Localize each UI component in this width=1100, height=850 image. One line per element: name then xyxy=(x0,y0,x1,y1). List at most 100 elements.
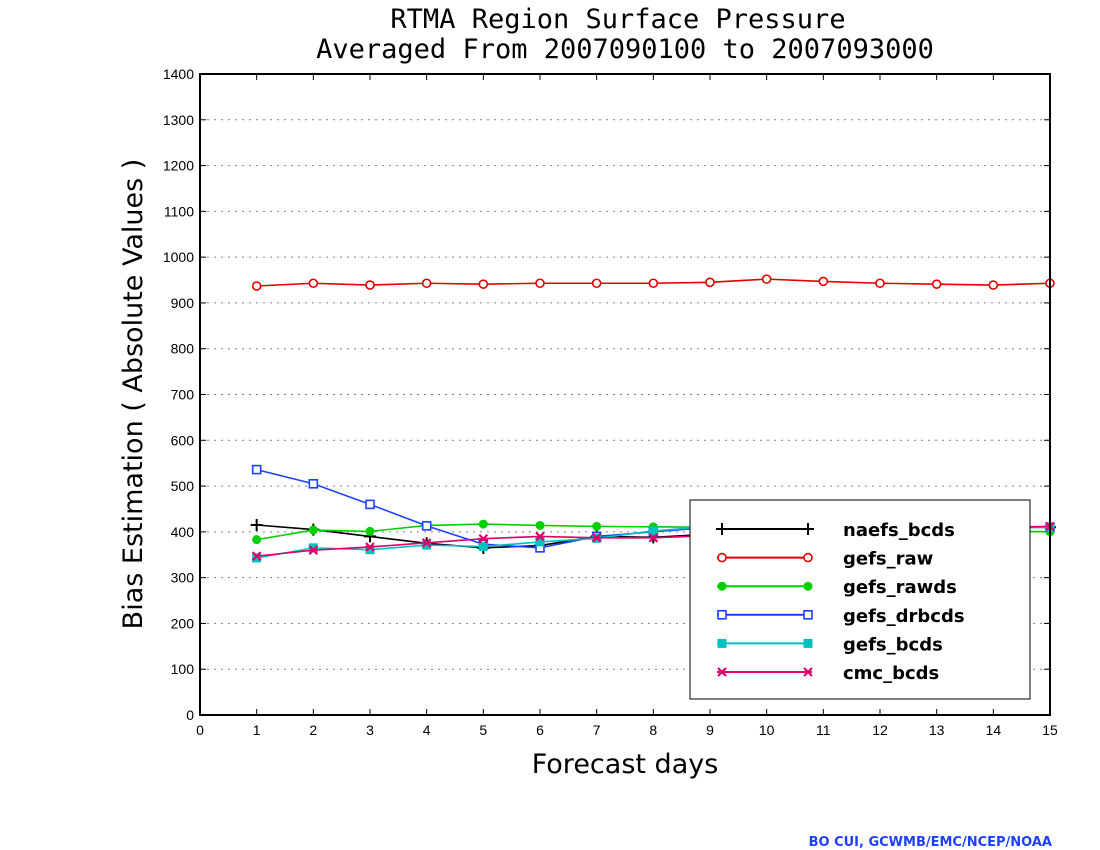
y-tick-label: 1300 xyxy=(163,112,194,128)
x-axis-label: Forecast days xyxy=(532,749,719,780)
x-tick-label: 15 xyxy=(1042,722,1058,738)
y-tick-label: 1200 xyxy=(163,158,194,174)
data-point-gefs_raw xyxy=(761,274,772,284)
x-tick-label: 1 xyxy=(253,722,261,738)
x-tick-label: 2 xyxy=(309,722,317,738)
x-tick-label: 6 xyxy=(536,722,544,738)
data-point-cmc_bcds xyxy=(535,531,545,542)
legend-marker-gefs_raw xyxy=(803,552,813,563)
data-point-gefs_bcds xyxy=(648,526,658,536)
x-tick-label: 13 xyxy=(929,722,945,738)
x-tick-label: 11 xyxy=(816,722,831,738)
y-axis-ticks: 0 100 200 300 400 500 600 700 800 900 1000 1100 1200… xyxy=(163,66,1050,723)
data-point-gefs_drbcds xyxy=(251,464,262,475)
legend-marker-cmc_bcds xyxy=(803,667,813,677)
data-point-gefs_raw xyxy=(251,281,262,291)
legend-marker-naefs_bcds xyxy=(802,523,814,535)
y-tick-label: 400 xyxy=(171,524,195,540)
x-tick-label: 8 xyxy=(649,722,657,738)
data-point-gefs_bcds xyxy=(422,540,432,550)
legend-label-gefs_bcds: gefs_bcds xyxy=(843,634,943,655)
data-point-gefs_rawds xyxy=(592,521,602,531)
data-point-gefs_drbcds xyxy=(308,478,319,489)
data-point-cmc_bcds xyxy=(365,542,375,552)
data-point-cmc_bcds xyxy=(308,545,319,555)
data-point-gefs_raw xyxy=(478,279,489,289)
chart-title: RTMA Region Surface Pressure xyxy=(390,4,845,35)
data-point-cmc_bcds xyxy=(421,538,432,548)
data-point-gefs_drbcds xyxy=(365,499,375,510)
legend-label-cmc_bcds: cmc_bcds xyxy=(843,663,939,684)
legend-marker-gefs_bcds xyxy=(717,638,727,648)
data-point-gefs_raw xyxy=(648,278,659,289)
legend-marker-cmc_bcds xyxy=(717,667,727,677)
y-tick-label: 600 xyxy=(171,432,195,448)
data-point-gefs_rawds xyxy=(478,519,488,529)
x-tick-label: 9 xyxy=(706,722,714,738)
data-point-gefs_rawds xyxy=(252,535,262,545)
data-point-gefs_raw xyxy=(591,278,602,289)
legend: naefs_bcds gefs_raw gefs_rawds gefs_drbcdsg… xyxy=(689,499,1031,700)
legend-label-gefs_drbcds: gefs_drbcds xyxy=(843,606,965,627)
data-point-naefs_bcds xyxy=(250,518,263,531)
y-tick-label: 1100 xyxy=(164,203,194,219)
data-point-gefs_raw xyxy=(308,278,319,289)
data-point-gefs_raw xyxy=(931,279,942,289)
series-gefs_raw xyxy=(251,274,1055,291)
x-tick-label: 7 xyxy=(593,722,601,738)
data-point-cmc_bcds xyxy=(591,533,602,543)
x-tick-label: 3 xyxy=(366,722,374,738)
y-tick-label: 900 xyxy=(171,295,195,311)
y-tick-label: 200 xyxy=(171,615,195,631)
chart-subtitle: Averaged From 2007090100 to 2007093000 xyxy=(316,34,934,65)
data-point-cmc_bcds xyxy=(478,533,489,544)
legend-marker-gefs_drbcds xyxy=(803,609,813,620)
x-tick-label: 14 xyxy=(986,722,1002,738)
data-point-gefs_rawds xyxy=(535,520,545,530)
y-tick-label: 0 xyxy=(186,707,194,723)
y-tick-label: 1000 xyxy=(163,249,194,265)
legend-item-cmc_bcds: cmc_bcds xyxy=(717,663,939,684)
data-point-gefs_raw xyxy=(421,278,432,289)
data-point-gefs_bcds xyxy=(308,543,318,553)
data-point-cmc_bcds xyxy=(648,533,659,543)
legend-marker-gefs_raw xyxy=(717,552,727,563)
data-point-gefs_bcds xyxy=(478,542,488,552)
data-point-gefs_drbcds xyxy=(421,521,432,531)
y-tick-label: 700 xyxy=(171,387,195,403)
x-tick-label: 5 xyxy=(479,722,487,738)
y-axis-label: Bias Estimation ( Absolute Values ) xyxy=(118,159,149,630)
legend-box xyxy=(689,499,1031,700)
y-tick-label: 800 xyxy=(171,341,195,357)
data-point-gefs_bcds xyxy=(252,553,262,563)
legend-marker-gefs_bcds xyxy=(803,638,813,648)
y-tick-label: 500 xyxy=(171,478,195,494)
data-point-gefs_raw xyxy=(705,277,715,288)
legend-item-gefs_drbcds: gefs_drbcds xyxy=(717,606,965,627)
y-tick-label: 300 xyxy=(171,570,195,586)
legend-item-gefs_bcds: gefs_bcds xyxy=(717,634,943,655)
x-tick-label: 10 xyxy=(759,722,775,738)
data-point-gefs_raw xyxy=(535,278,545,289)
data-point-gefs_raw xyxy=(818,276,829,287)
data-point-gefs_raw xyxy=(365,280,375,290)
legend-item-gefs_rawds: gefs_rawds xyxy=(717,577,957,598)
legend-marker-gefs_drbcds xyxy=(717,609,727,620)
plot-frame xyxy=(199,73,1051,716)
data-point-gefs_raw xyxy=(875,278,885,289)
y-tick-label: 100 xyxy=(171,661,195,677)
legend-item-gefs_raw: gefs_raw xyxy=(717,549,933,570)
data-point-gefs_rawds xyxy=(365,526,375,536)
data-point-gefs_raw xyxy=(988,280,999,290)
legend-item-naefs_bcds: naefs_bcds xyxy=(716,520,955,541)
x-tick-label: 0 xyxy=(196,722,204,738)
credit-text: BO CUI, GCWMB/EMC/NCEP/NOAA xyxy=(809,835,1052,850)
legend-marker-gefs_rawds xyxy=(717,581,727,591)
y-tick-label: 1400 xyxy=(163,66,194,82)
legend-label-naefs_bcds: naefs_bcds xyxy=(843,520,955,541)
data-point-cmc_bcds xyxy=(251,551,262,561)
legend-marker-gefs_rawds xyxy=(803,581,813,591)
x-tick-label: 12 xyxy=(872,722,888,738)
legend-label-gefs_rawds: gefs_rawds xyxy=(843,577,957,598)
